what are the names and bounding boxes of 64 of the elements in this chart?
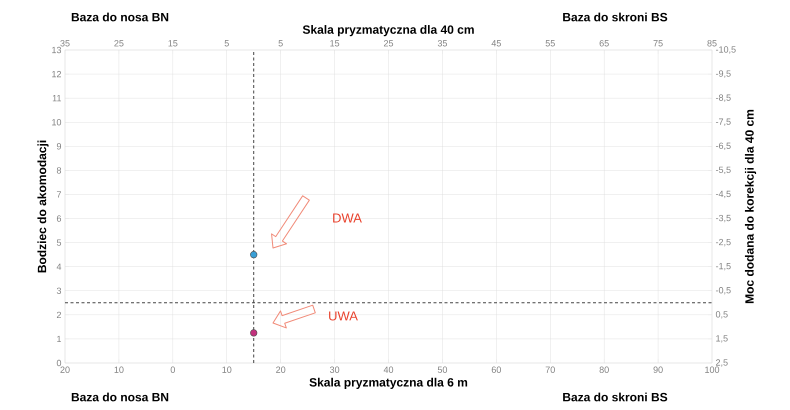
- y-tick-label: 11: [52, 95, 62, 102]
- text: Baza do nosa BN: [72, 12, 168, 22]
- y2-tick-label: -8,5: [716, 94, 731, 102]
- x-tick-label: 50: [438, 366, 448, 373]
- text: Baza do nosa BN: [72, 392, 168, 402]
- y2-tick-label: -10,5: [716, 46, 736, 54]
- y-tick-label: 5: [56, 239, 62, 246]
- y2-tick-label: -5,5: [716, 166, 731, 174]
- y2-tick-label: -0,5: [716, 287, 731, 294]
- y2-tick-label: -9,5: [716, 70, 731, 78]
- y2-tick-label: -2,5: [716, 238, 731, 246]
- x-tick-label: 20: [60, 366, 70, 373]
- x-tick-label: 60: [492, 366, 501, 373]
- x-tick-label: 100: [705, 366, 720, 373]
- x2-tick-label: 25: [114, 40, 124, 46]
- x-tick-label: 40: [384, 366, 394, 373]
- x2-tick-label: 65: [600, 40, 609, 46]
- x-tick-label: 90: [654, 366, 663, 373]
- y-tick-label: 12: [52, 70, 62, 78]
- x2-tick-label: 5: [224, 40, 229, 46]
- y2-tick-label: -7,5: [716, 118, 731, 126]
- y2-tick-label: -6,5: [716, 142, 731, 150]
- y-tick-label: 10: [52, 119, 62, 126]
- y2-tick-label: 2,5: [716, 359, 728, 367]
- x-tick-label: 0: [170, 366, 175, 373]
- y-tick-label: 13: [52, 46, 62, 54]
- y2-tick-label: 1,5: [716, 335, 728, 343]
- x2-tick-label: 35: [438, 40, 448, 46]
- y2-tick-label: -1,5: [716, 263, 731, 270]
- x-tick-label: 70: [546, 366, 555, 373]
- x2-tick-label: 75: [654, 40, 663, 46]
- annotation: UWA: [329, 311, 358, 321]
- y-tick-label: 1: [57, 336, 62, 342]
- text: Baza do skroni BS: [563, 392, 668, 402]
- y-tick-label: 0: [56, 360, 62, 366]
- y-axis-title: Bodziec do akomodacji: [37, 140, 49, 272]
- annotation: DWA: [333, 214, 362, 222]
- y-tick-label: 3: [56, 288, 62, 294]
- y-tick-label: 6: [56, 215, 62, 222]
- x2-tick-label: 25: [384, 40, 394, 46]
- y-tick-label: 7: [56, 191, 62, 198]
- text: Baza do skroni BS: [563, 12, 668, 22]
- x2-tick-label: 45: [492, 40, 501, 46]
- x2-tick-label: 55: [546, 40, 555, 46]
- x-axis-title: Skala pryzmatyczna dla 6 m: [309, 378, 468, 389]
- x-tick-label: 10: [114, 366, 124, 373]
- y-tick-label: 2: [56, 312, 62, 318]
- x-tick-label: 30: [330, 366, 340, 373]
- x2-tick-label: 15: [168, 40, 178, 46]
- y-tick-label: 9: [56, 143, 62, 150]
- x-tick-label: 20: [276, 366, 286, 373]
- y-tick-label: 4: [56, 264, 62, 270]
- x2-tick-label: 85: [707, 40, 717, 46]
- x2-axis-title: Skala pryzmatyczna dla 40 cm: [302, 25, 474, 36]
- x-tick-label: 10: [222, 366, 232, 373]
- y2-tick-label: -3,5: [716, 214, 731, 222]
- x2-tick-label: 15: [330, 40, 340, 46]
- x2-tick-label: 5: [278, 40, 283, 46]
- y2-tick-label: 0,5: [716, 311, 728, 319]
- x-tick-label: 80: [600, 366, 609, 373]
- y2-axis-title: Moc dodana do korekcji dla 40 cm: [744, 110, 756, 304]
- x2-tick-label: 35: [60, 40, 70, 46]
- y2-tick-label: -4,5: [716, 190, 731, 198]
- y-tick-label: 8: [56, 167, 62, 174]
